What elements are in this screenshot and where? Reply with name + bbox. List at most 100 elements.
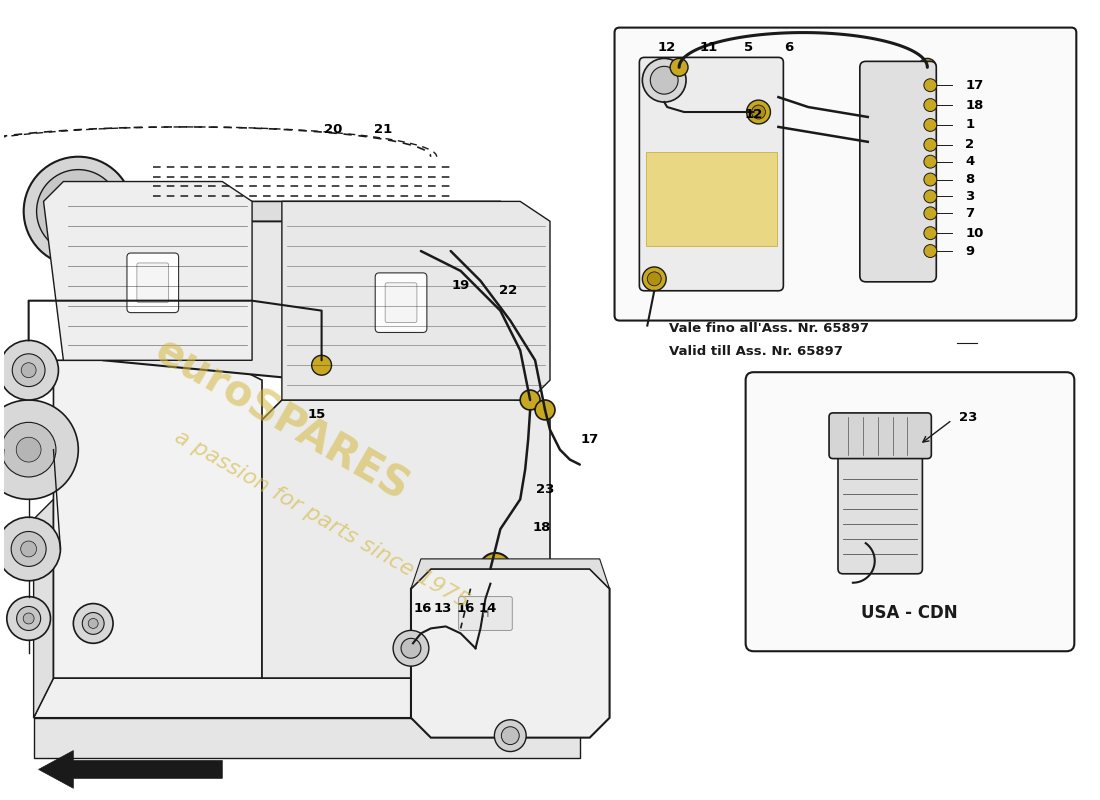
Circle shape — [0, 400, 78, 499]
Circle shape — [402, 638, 421, 658]
Polygon shape — [262, 400, 550, 678]
Text: 10: 10 — [965, 226, 983, 240]
Circle shape — [0, 517, 60, 581]
Circle shape — [473, 586, 488, 602]
Text: 15: 15 — [308, 408, 326, 422]
Circle shape — [502, 726, 519, 745]
FancyBboxPatch shape — [746, 372, 1075, 651]
Circle shape — [924, 190, 937, 203]
Circle shape — [21, 362, 36, 378]
Circle shape — [74, 603, 113, 643]
Circle shape — [924, 138, 937, 151]
Text: 16: 16 — [414, 602, 432, 615]
Circle shape — [0, 341, 58, 400]
Text: 13: 13 — [433, 602, 452, 615]
FancyBboxPatch shape — [639, 58, 783, 290]
Text: 23: 23 — [536, 483, 554, 496]
Text: USA - CDN: USA - CDN — [861, 605, 958, 622]
Polygon shape — [34, 499, 54, 718]
Polygon shape — [34, 678, 580, 718]
Polygon shape — [64, 202, 540, 251]
Circle shape — [747, 100, 770, 124]
Polygon shape — [34, 718, 580, 758]
Circle shape — [36, 170, 120, 253]
Polygon shape — [54, 360, 262, 678]
Bar — [647, 152, 778, 246]
Text: 4: 4 — [965, 155, 975, 168]
Text: 3: 3 — [965, 190, 975, 203]
FancyBboxPatch shape — [860, 62, 936, 282]
Circle shape — [1, 422, 56, 477]
Text: 20: 20 — [324, 123, 343, 136]
Text: 7: 7 — [965, 207, 975, 220]
Circle shape — [54, 186, 103, 236]
Text: 17: 17 — [965, 78, 983, 92]
Text: euroSPARES: euroSPARES — [147, 330, 417, 510]
Circle shape — [393, 630, 429, 666]
FancyBboxPatch shape — [136, 263, 168, 302]
Text: 5: 5 — [744, 41, 754, 54]
Circle shape — [428, 586, 443, 602]
FancyBboxPatch shape — [838, 445, 923, 574]
Text: 6: 6 — [783, 41, 793, 54]
Circle shape — [438, 586, 453, 602]
FancyBboxPatch shape — [375, 273, 427, 333]
Circle shape — [12, 354, 45, 386]
Polygon shape — [411, 559, 609, 589]
Circle shape — [16, 606, 41, 630]
Text: 11: 11 — [700, 41, 718, 54]
Circle shape — [670, 58, 688, 76]
Circle shape — [24, 157, 133, 266]
Circle shape — [650, 66, 678, 94]
Polygon shape — [282, 202, 550, 400]
Circle shape — [924, 207, 937, 220]
Text: 1: 1 — [965, 118, 975, 131]
Circle shape — [642, 267, 667, 290]
Text: 17: 17 — [581, 434, 598, 446]
Text: a passion for parts since 1975: a passion for parts since 1975 — [170, 426, 472, 612]
Circle shape — [535, 400, 556, 420]
Text: 23: 23 — [959, 411, 978, 424]
Text: 8: 8 — [965, 173, 975, 186]
Circle shape — [23, 613, 34, 624]
Text: 21: 21 — [374, 123, 393, 136]
Text: Vale fino all'Ass. Nr. 65897: Vale fino all'Ass. Nr. 65897 — [669, 322, 869, 335]
Circle shape — [918, 58, 936, 76]
Circle shape — [924, 226, 937, 240]
Circle shape — [16, 438, 41, 462]
Circle shape — [520, 390, 540, 410]
Text: 12: 12 — [745, 107, 762, 121]
Circle shape — [924, 118, 937, 131]
Circle shape — [924, 173, 937, 186]
Circle shape — [88, 618, 98, 629]
Circle shape — [924, 78, 937, 92]
Circle shape — [458, 586, 473, 602]
Circle shape — [486, 560, 504, 578]
Circle shape — [647, 272, 661, 286]
Text: 18: 18 — [532, 521, 551, 534]
FancyBboxPatch shape — [615, 28, 1076, 321]
Text: 2: 2 — [965, 138, 975, 151]
FancyBboxPatch shape — [829, 413, 932, 458]
Text: 9: 9 — [965, 245, 975, 258]
FancyBboxPatch shape — [126, 253, 178, 313]
Circle shape — [21, 541, 36, 557]
Circle shape — [82, 613, 104, 634]
FancyBboxPatch shape — [385, 283, 417, 322]
Text: 18: 18 — [965, 98, 983, 111]
FancyArrow shape — [39, 750, 222, 788]
Text: 16: 16 — [456, 602, 475, 615]
Circle shape — [311, 355, 331, 375]
Circle shape — [642, 58, 686, 102]
Text: 14: 14 — [478, 602, 496, 615]
Text: 12: 12 — [658, 41, 676, 54]
Circle shape — [751, 105, 766, 119]
Text: H: H — [482, 609, 490, 618]
Polygon shape — [44, 182, 252, 360]
Circle shape — [11, 531, 46, 566]
Text: Valid till Ass. Nr. 65897: Valid till Ass. Nr. 65897 — [669, 346, 843, 358]
Text: 19: 19 — [451, 279, 470, 292]
Text: 22: 22 — [499, 284, 517, 298]
Polygon shape — [84, 222, 520, 400]
FancyBboxPatch shape — [459, 597, 513, 630]
